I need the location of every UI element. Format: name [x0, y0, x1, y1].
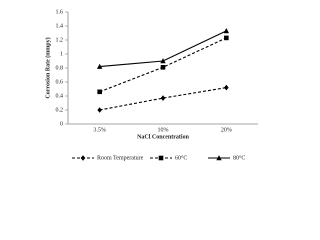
y-tick-label: 1.6 [56, 9, 64, 15]
marker [97, 107, 102, 113]
chart: NaCl Concentration Corrosion Rate (mmpy)… [0, 0, 298, 169]
marker [160, 95, 166, 101]
y-tick-label: 1 [60, 51, 63, 57]
marker [96, 63, 103, 69]
legend-label: 80°C [233, 154, 245, 161]
legend-label: 60°C [175, 154, 187, 161]
marker [160, 65, 166, 70]
marker [224, 84, 229, 91]
y-tick-label: 0.2 [56, 107, 64, 113]
y-axis-label: Corrosion Rate (mmpy) [44, 37, 51, 98]
legend-marker [158, 155, 164, 161]
x-tick-label: 3.5% [93, 127, 106, 133]
y-tick-label: 0.6 [56, 79, 64, 85]
y-tick-label: 0 [60, 121, 63, 127]
x-tick-label: 10% [158, 127, 169, 133]
marker [223, 28, 230, 34]
y-tick-label: 1.2 [56, 37, 64, 43]
legend-label: Room Temperature [97, 155, 144, 161]
background [0, 0, 298, 169]
marker [160, 58, 166, 64]
x-tick-label: 20% [221, 127, 232, 133]
legend-marker [216, 155, 222, 161]
y-tick-label: 0.4 [56, 93, 64, 99]
x-axis-label: NaCl Concentration [137, 134, 189, 140]
legend-marker [80, 155, 86, 161]
y-tick-label: 0.8 [56, 65, 64, 71]
series-line [99, 87, 227, 111]
y-tick-label: 1.4 [56, 23, 64, 29]
marker [224, 35, 229, 41]
marker [97, 89, 102, 95]
